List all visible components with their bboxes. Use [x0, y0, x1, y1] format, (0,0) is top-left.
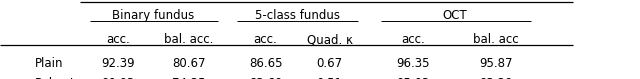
Text: acc.: acc. [253, 33, 278, 46]
Text: 0.67: 0.67 [317, 57, 342, 70]
Text: 93.29: 93.29 [479, 77, 513, 79]
Text: 92.39: 92.39 [102, 57, 135, 70]
Text: Binary fundus: Binary fundus [113, 9, 195, 23]
Text: 80.67: 80.67 [172, 57, 205, 70]
Text: 86.65: 86.65 [249, 57, 282, 70]
Text: Robust: Robust [35, 77, 76, 79]
Text: 74.35: 74.35 [172, 77, 205, 79]
Text: bal. acc.: bal. acc. [164, 33, 214, 46]
Text: acc.: acc. [401, 33, 425, 46]
Text: 95.87: 95.87 [479, 57, 513, 70]
Text: 96.35: 96.35 [396, 57, 429, 70]
Text: Plain: Plain [35, 57, 64, 70]
Text: 95.03: 95.03 [396, 77, 429, 79]
Text: acc.: acc. [106, 33, 131, 46]
Text: 90.03: 90.03 [102, 77, 135, 79]
Text: bal. acc: bal. acc [473, 33, 519, 46]
Text: Quad. κ: Quad. κ [307, 33, 353, 46]
Text: 5-class fundus: 5-class fundus [255, 9, 340, 23]
Text: OCT: OCT [442, 9, 467, 23]
Text: 0.51: 0.51 [317, 77, 342, 79]
Text: 83.69: 83.69 [249, 77, 282, 79]
